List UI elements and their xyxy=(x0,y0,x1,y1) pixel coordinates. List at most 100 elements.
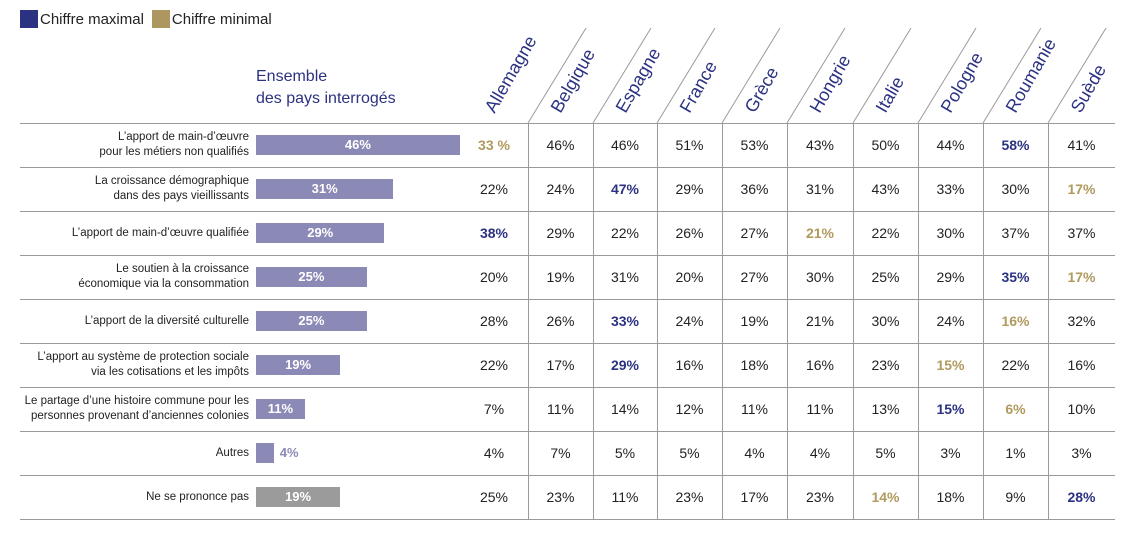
row-divider xyxy=(20,255,1115,256)
header-dividers xyxy=(527,27,1107,124)
overall-value-label: 19% xyxy=(285,489,312,504)
country-value: 23% xyxy=(546,489,575,505)
country-value: 5% xyxy=(679,445,700,461)
row-label: La croissance démographique dans des pays… xyxy=(95,174,249,204)
country-value: 30% xyxy=(1001,181,1030,197)
country-value: 29% xyxy=(675,181,704,197)
row-divider xyxy=(20,387,1115,388)
column-divider xyxy=(787,123,788,519)
country-value: 26% xyxy=(675,225,704,241)
country-value: 9% xyxy=(1005,489,1026,505)
country-value: 3% xyxy=(940,445,961,461)
country-value: 25% xyxy=(479,489,509,505)
header-divider xyxy=(656,27,716,124)
country-value: 46% xyxy=(546,137,575,153)
column-divider xyxy=(1048,123,1049,519)
overall-bar: 11% xyxy=(256,399,305,419)
country-value: 58% xyxy=(1001,137,1030,153)
country-value: 5% xyxy=(614,445,636,461)
header-divider xyxy=(917,27,977,124)
header-divider xyxy=(527,27,587,124)
row-divider xyxy=(20,167,1115,168)
row-label: L’apport de main-d’œuvre pour les métiers… xyxy=(99,130,249,160)
country-value: 16% xyxy=(1001,313,1030,329)
country-value: 51% xyxy=(675,137,704,153)
header-divider xyxy=(786,27,846,124)
country-value: 22% xyxy=(1001,357,1030,373)
country-value: 28% xyxy=(479,313,509,329)
country-value: 6% xyxy=(1005,401,1026,417)
row-label-line: via les cotisations et les impôts xyxy=(91,366,249,378)
country-value: 17% xyxy=(740,489,769,505)
country-value: 29% xyxy=(936,269,965,285)
country-value: 21% xyxy=(805,225,835,241)
column-divider xyxy=(918,123,919,519)
overall-header-line: des pays interrogés xyxy=(256,90,396,107)
country-value: 14% xyxy=(610,401,640,417)
country-value: 24% xyxy=(936,313,965,329)
country-value: 44% xyxy=(936,137,965,153)
legend-max-swatch xyxy=(20,10,38,28)
country-value: 11% xyxy=(611,489,639,505)
row-divider xyxy=(20,343,1115,344)
country-value: 16% xyxy=(805,357,835,373)
country-value: 53% xyxy=(740,137,769,153)
country-value: 23% xyxy=(871,357,900,373)
country-value: 17% xyxy=(1067,269,1096,285)
country-value: 43% xyxy=(805,137,835,153)
country-value: 43% xyxy=(871,181,900,197)
country-value: 38% xyxy=(479,225,509,241)
country-value: 32% xyxy=(1067,313,1096,329)
overall-bar xyxy=(256,443,274,463)
country-value: 37% xyxy=(1001,225,1030,241)
country-value: 22% xyxy=(479,357,509,373)
country-value: 16% xyxy=(675,357,704,373)
row-label: L’apport de main-d’œuvre qualifiée xyxy=(72,226,249,241)
column-divider xyxy=(983,123,984,519)
column-divider xyxy=(593,123,594,519)
country-value: 11% xyxy=(741,401,768,417)
country-value: 33% xyxy=(936,181,965,197)
overall-header-line: Ensemble xyxy=(256,68,328,85)
row-label-line: La croissance démographique xyxy=(94,175,249,187)
overall-bar: 29% xyxy=(256,223,385,243)
row-label-line: dans des pays vieillissants xyxy=(113,190,249,202)
row-divider xyxy=(20,431,1115,432)
row-label-line: Ne se prononce pas xyxy=(146,490,249,503)
row-label-line: L’apport de main-d’œuvre qualifiée xyxy=(71,226,249,239)
country-value: 29% xyxy=(610,357,640,373)
header-divider xyxy=(852,27,912,124)
row-label-line: pour les métiers non qualifiés xyxy=(99,146,249,158)
overall-bar: 19% xyxy=(256,487,341,507)
row-divider xyxy=(20,299,1115,300)
country-value: 13% xyxy=(871,401,900,417)
overall-value-label: 25% xyxy=(298,313,325,328)
country-value: 18% xyxy=(740,357,769,373)
overall-header: Ensemble des pays interrogés xyxy=(256,66,396,110)
country-value: 7% xyxy=(550,445,571,461)
country-value: 21% xyxy=(805,313,835,329)
legend-min-swatch xyxy=(151,10,170,28)
legend-max-label: Chiffre maximal xyxy=(40,10,144,28)
country-value: 30% xyxy=(871,313,900,329)
country-value: 24% xyxy=(546,181,575,197)
column-divider xyxy=(722,123,723,519)
row-label: L’apport de la diversité culturelle xyxy=(85,314,249,329)
overall-value-label: 4% xyxy=(279,445,299,460)
country-value: 15% xyxy=(936,401,965,417)
country-value: 22% xyxy=(610,225,640,241)
row-label: Autres xyxy=(216,446,249,461)
country-value: 30% xyxy=(936,225,965,241)
country-value: 7% xyxy=(483,401,505,417)
country-value: 24% xyxy=(675,313,704,329)
country-value: 41% xyxy=(1067,137,1096,153)
row-divider xyxy=(20,475,1115,476)
row-label-line: L’apport de la diversité culturelle xyxy=(84,314,249,327)
country-value: 14% xyxy=(871,489,900,505)
country-value: 17% xyxy=(546,357,575,373)
country-value: 19% xyxy=(740,313,769,329)
legend-min: Chiffre minimal xyxy=(151,10,272,28)
country-value: 4% xyxy=(809,445,831,461)
country-value: 36% xyxy=(740,181,769,197)
